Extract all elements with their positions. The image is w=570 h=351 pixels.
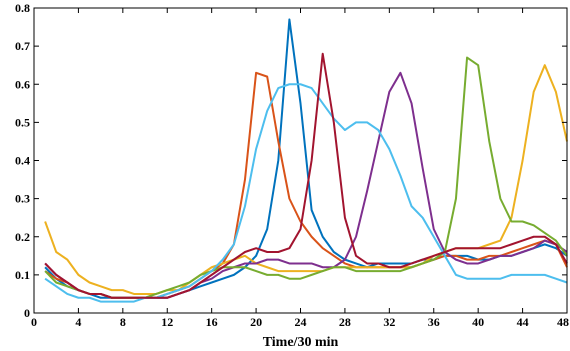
x-tick-label: 20 — [250, 315, 262, 329]
x-axis-title: Time/30 min — [263, 335, 339, 350]
y-tick-label: 0.4 — [15, 154, 30, 168]
series-layer — [44, 18, 568, 303]
series-line-4 — [44, 71, 568, 299]
x-tick-label: 24 — [295, 315, 307, 329]
plot-frame — [33, 7, 568, 314]
y-tick-label: 0.3 — [15, 192, 30, 206]
y-tick-label: 0.2 — [15, 230, 30, 244]
series-line-7 — [44, 52, 568, 299]
axis-ticks: 0 4 8 12 16 20 24 28 32 36 40 44 4800.10.20.30.40.50… — [15, 1, 569, 329]
y-tick-label: 0.5 — [15, 115, 30, 129]
y-tick-label: 0.1 — [15, 268, 30, 282]
y-tick-label: 0.7 — [15, 39, 30, 53]
x-tick-label: 48 — [557, 315, 569, 329]
x-tick-label: 16 — [206, 315, 218, 329]
x-tick-label: 40 — [472, 315, 484, 329]
x-tick-label: 8 — [120, 315, 126, 329]
y-tick-label: 0.8 — [15, 1, 30, 15]
x-tick-label: 32 — [383, 315, 395, 329]
x-tick-label: 4 — [75, 315, 81, 329]
series-line-5 — [44, 56, 568, 299]
x-tick-label: 12 — [161, 315, 173, 329]
x-tick-label: 0 — [31, 315, 37, 329]
y-tick-label: 0 — [24, 306, 30, 320]
x-tick-label: 36 — [428, 315, 440, 329]
y-tick-label: 0.6 — [15, 77, 30, 91]
series-line-6 — [44, 83, 568, 303]
x-tick-label: 44 — [517, 315, 529, 329]
x-tick-label: 28 — [339, 315, 351, 329]
